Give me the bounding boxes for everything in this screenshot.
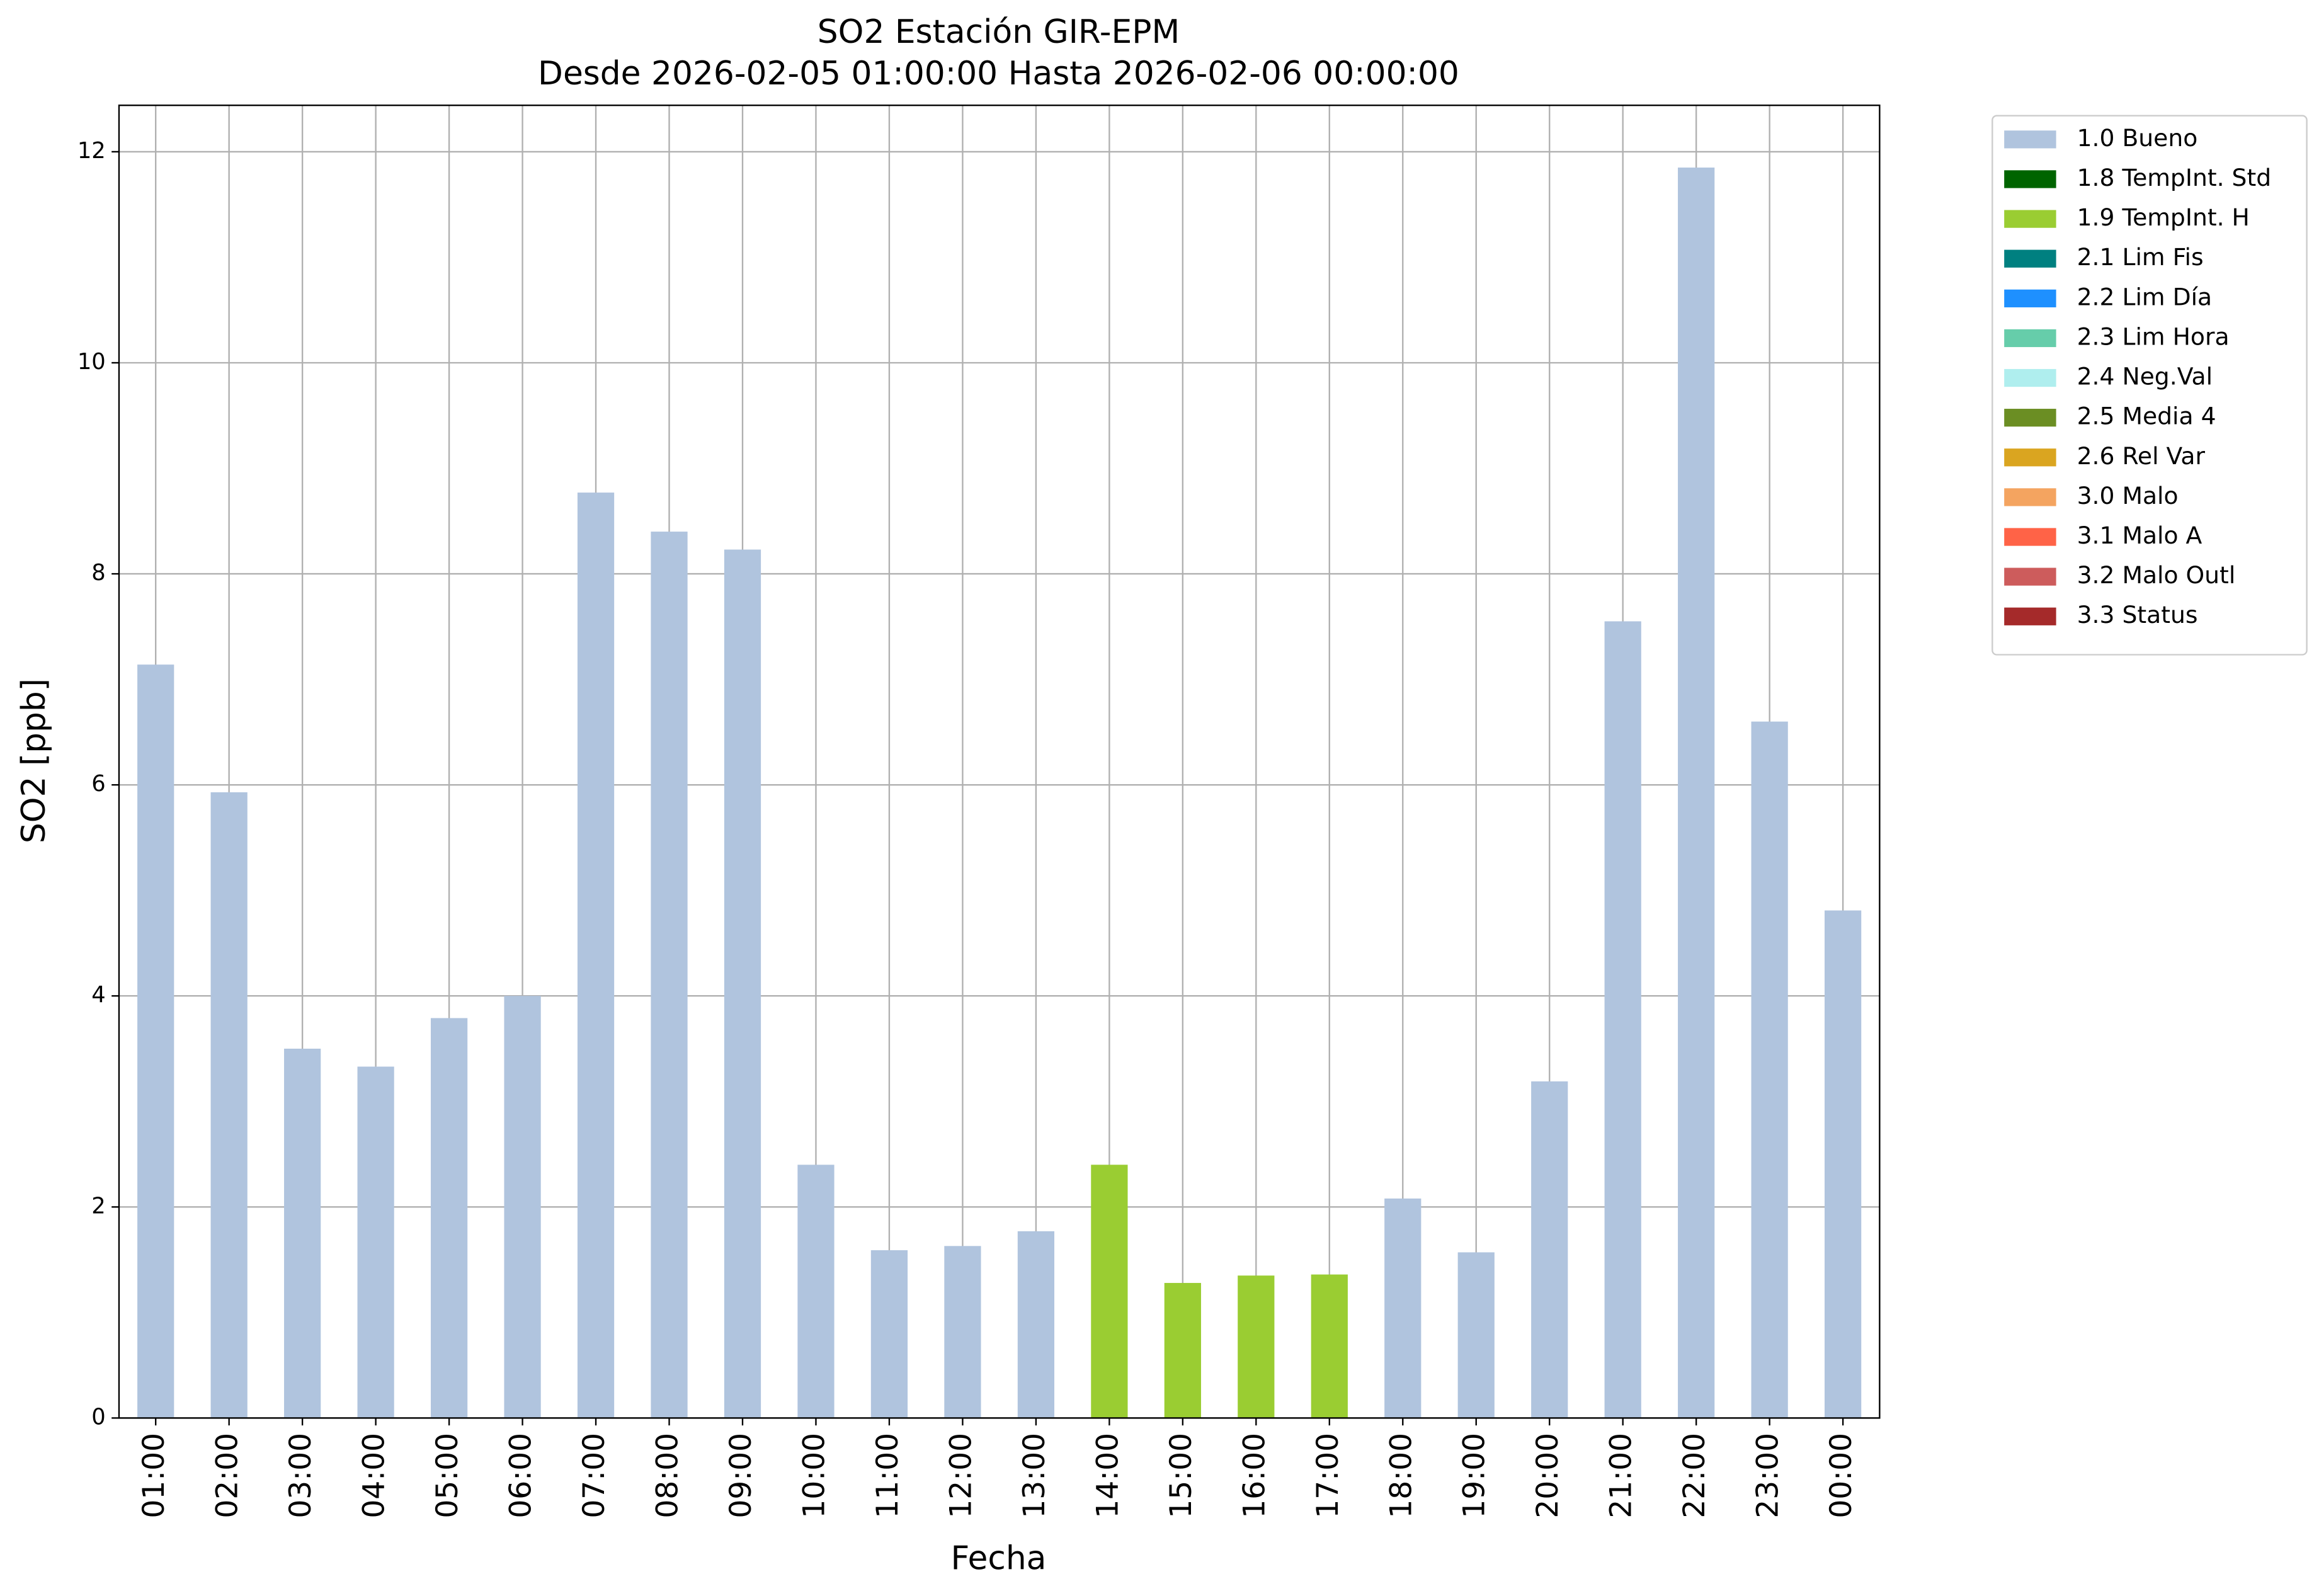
bar bbox=[870, 1250, 908, 1418]
bar bbox=[1604, 621, 1641, 1418]
x-tick-label: 03:00 bbox=[283, 1433, 318, 1519]
bar bbox=[1825, 910, 1862, 1418]
legend-label: 3.3 Status bbox=[2077, 601, 2198, 629]
legend-label: 1.9 TempInt. H bbox=[2077, 203, 2250, 231]
legend-swatch bbox=[2004, 448, 2056, 467]
bar bbox=[1751, 721, 1788, 1418]
bar bbox=[284, 1049, 321, 1418]
x-tick-label: 05:00 bbox=[430, 1433, 465, 1519]
legend-swatch bbox=[2004, 329, 2056, 348]
bar bbox=[651, 532, 688, 1418]
x-tick-label: 09:00 bbox=[724, 1433, 758, 1519]
x-tick-label: 14:00 bbox=[1090, 1433, 1125, 1519]
x-tick-label: 04:00 bbox=[357, 1433, 392, 1519]
bar bbox=[1311, 1274, 1348, 1418]
x-axis-label: Fecha bbox=[951, 1539, 1047, 1577]
x-tick-label: 07:00 bbox=[577, 1433, 612, 1519]
x-tick-label: 23:00 bbox=[1751, 1433, 1786, 1519]
legend-label: 2.2 Lim Día bbox=[2077, 283, 2213, 311]
bar bbox=[1091, 1165, 1128, 1418]
y-tick-label: 0 bbox=[91, 1404, 105, 1430]
legend-label: 1.8 TempInt. Std bbox=[2077, 164, 2272, 191]
bar bbox=[1017, 1231, 1055, 1418]
legend-swatch bbox=[2004, 488, 2056, 506]
bar bbox=[944, 1246, 981, 1418]
legend-label: 1.0 Bueno bbox=[2077, 124, 2198, 152]
x-tick-label: 12:00 bbox=[943, 1433, 978, 1519]
legend-swatch bbox=[2004, 289, 2056, 307]
x-tick-label: 17:00 bbox=[1311, 1433, 1345, 1519]
y-axis-label: SO2 [ppb] bbox=[15, 678, 53, 843]
legend-box bbox=[1991, 115, 2308, 656]
bar bbox=[504, 996, 541, 1418]
legend-swatch bbox=[2004, 409, 2056, 427]
bar bbox=[1678, 168, 1715, 1418]
bar bbox=[210, 792, 248, 1418]
legend-swatch bbox=[2004, 528, 2056, 546]
legend-label: 3.0 Malo bbox=[2077, 482, 2179, 510]
x-tick-label: 19:00 bbox=[1457, 1433, 1492, 1519]
bar bbox=[137, 664, 174, 1418]
x-tick-label: 01:00 bbox=[137, 1433, 171, 1519]
legend-swatch bbox=[2004, 368, 2056, 387]
x-tick-label: 02:00 bbox=[210, 1433, 245, 1519]
x-tick-label: 13:00 bbox=[1017, 1433, 1052, 1519]
bar bbox=[1457, 1252, 1495, 1418]
x-tick-label: 00:00 bbox=[1824, 1433, 1859, 1519]
x-tick-label: 15:00 bbox=[1164, 1433, 1199, 1519]
x-tick-label: 16:00 bbox=[1237, 1433, 1272, 1519]
x-tick-label: 18:00 bbox=[1384, 1433, 1418, 1519]
bar bbox=[577, 493, 615, 1418]
legend-label: 2.3 Lim Hora bbox=[2077, 322, 2230, 350]
bar bbox=[724, 549, 761, 1418]
x-tick-label: 22:00 bbox=[1677, 1433, 1712, 1519]
x-tick-label: 08:00 bbox=[651, 1433, 685, 1519]
x-tick-label: 20:00 bbox=[1530, 1433, 1565, 1519]
chart-title: SO2 Estación GIR-EPM bbox=[818, 13, 1180, 51]
bar bbox=[1238, 1275, 1275, 1418]
bar bbox=[1164, 1282, 1201, 1418]
y-tick-label: 6 bbox=[91, 771, 105, 797]
legend-label: 2.5 Media 4 bbox=[2077, 402, 2216, 430]
y-tick-label: 2 bbox=[91, 1193, 105, 1219]
legend-swatch bbox=[2004, 249, 2056, 268]
x-tick-label: 10:00 bbox=[797, 1433, 831, 1519]
legend-label: 2.6 Rel Var bbox=[2077, 442, 2206, 470]
x-tick-label: 06:00 bbox=[504, 1433, 538, 1519]
plot-frame bbox=[118, 105, 1881, 1419]
legend-swatch bbox=[2004, 210, 2056, 228]
legend-swatch bbox=[2004, 130, 2056, 149]
bar bbox=[1531, 1081, 1568, 1418]
x-tick-label: 21:00 bbox=[1604, 1433, 1639, 1519]
y-tick-label: 8 bbox=[91, 560, 105, 586]
y-tick-label: 12 bbox=[77, 138, 106, 164]
bar bbox=[1384, 1198, 1422, 1418]
legend-label: 2.1 Lim Fis bbox=[2077, 243, 2204, 271]
legend-label: 3.2 Malo Outl bbox=[2077, 561, 2236, 589]
bar bbox=[357, 1066, 394, 1418]
chart-subtitle: Desde 2026-02-05 01:00:00 Hasta 2026-02-… bbox=[538, 55, 1459, 93]
legend-swatch bbox=[2004, 607, 2056, 625]
bar bbox=[797, 1165, 835, 1418]
legend-swatch bbox=[2004, 170, 2056, 188]
y-tick-label: 4 bbox=[91, 982, 105, 1008]
legend-label: 3.1 Malo A bbox=[2077, 522, 2202, 549]
legend-label: 2.4 Neg.Val bbox=[2077, 363, 2213, 390]
bar bbox=[430, 1018, 468, 1418]
legend-swatch bbox=[2004, 567, 2056, 586]
x-tick-label: 11:00 bbox=[870, 1433, 905, 1519]
y-tick-label: 10 bbox=[77, 349, 106, 375]
